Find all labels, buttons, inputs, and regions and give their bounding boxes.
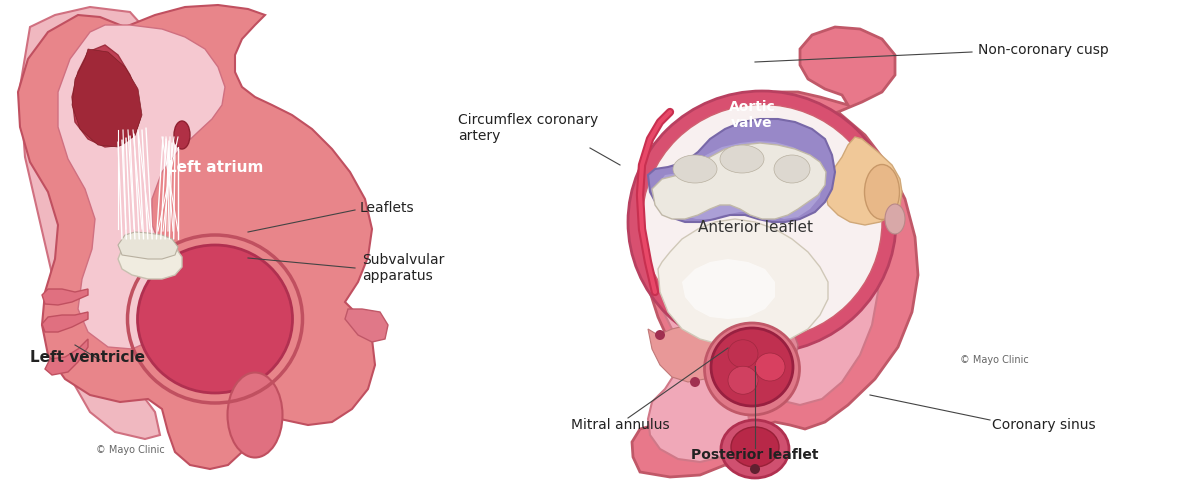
Ellipse shape: [721, 420, 790, 478]
Text: © Mayo Clinic: © Mayo Clinic: [960, 355, 1028, 365]
Ellipse shape: [690, 377, 700, 387]
Text: Left atrium: Left atrium: [167, 161, 263, 175]
Polygon shape: [632, 27, 918, 477]
Polygon shape: [118, 235, 182, 279]
Polygon shape: [826, 137, 902, 225]
Ellipse shape: [106, 113, 124, 145]
Ellipse shape: [720, 145, 764, 173]
Polygon shape: [118, 232, 178, 259]
Ellipse shape: [715, 350, 725, 360]
Text: Posterior leaflet: Posterior leaflet: [691, 448, 818, 462]
Polygon shape: [662, 141, 822, 219]
Ellipse shape: [864, 165, 900, 220]
Polygon shape: [682, 259, 775, 319]
Text: Left ventricle: Left ventricle: [30, 351, 145, 366]
Ellipse shape: [755, 353, 785, 381]
Text: Circumflex coronary
artery: Circumflex coronary artery: [458, 113, 599, 143]
Ellipse shape: [731, 427, 779, 467]
Text: Mitral annulus: Mitral annulus: [571, 418, 670, 432]
Polygon shape: [658, 219, 828, 347]
Text: Leaflets: Leaflets: [360, 201, 415, 215]
Polygon shape: [648, 325, 722, 382]
Ellipse shape: [628, 91, 896, 353]
Polygon shape: [42, 289, 88, 305]
Ellipse shape: [728, 366, 758, 394]
Text: © Mayo Clinic: © Mayo Clinic: [96, 445, 164, 455]
Polygon shape: [346, 309, 388, 342]
Ellipse shape: [750, 464, 760, 474]
Polygon shape: [42, 312, 88, 332]
Polygon shape: [20, 7, 160, 439]
Polygon shape: [58, 25, 226, 349]
Polygon shape: [652, 143, 826, 219]
Polygon shape: [18, 5, 374, 469]
Polygon shape: [72, 45, 140, 147]
Polygon shape: [698, 315, 798, 389]
Ellipse shape: [886, 204, 905, 234]
Text: Subvalvular
apparatus: Subvalvular apparatus: [362, 253, 444, 283]
Ellipse shape: [138, 245, 293, 393]
Ellipse shape: [228, 373, 282, 457]
Polygon shape: [638, 132, 878, 462]
Ellipse shape: [673, 155, 718, 183]
Ellipse shape: [710, 328, 793, 406]
Text: Aortic
valve: Aortic valve: [728, 100, 775, 130]
Text: Anterior leaflet: Anterior leaflet: [697, 221, 812, 236]
Polygon shape: [648, 119, 835, 222]
Ellipse shape: [728, 340, 758, 368]
Ellipse shape: [704, 323, 799, 415]
Ellipse shape: [174, 121, 190, 149]
Polygon shape: [46, 339, 88, 375]
Polygon shape: [72, 49, 142, 147]
Ellipse shape: [655, 330, 665, 340]
Text: Coronary sinus: Coronary sinus: [992, 418, 1096, 432]
Text: Non-coronary cusp: Non-coronary cusp: [978, 43, 1109, 57]
Ellipse shape: [642, 105, 882, 339]
Ellipse shape: [774, 155, 810, 183]
